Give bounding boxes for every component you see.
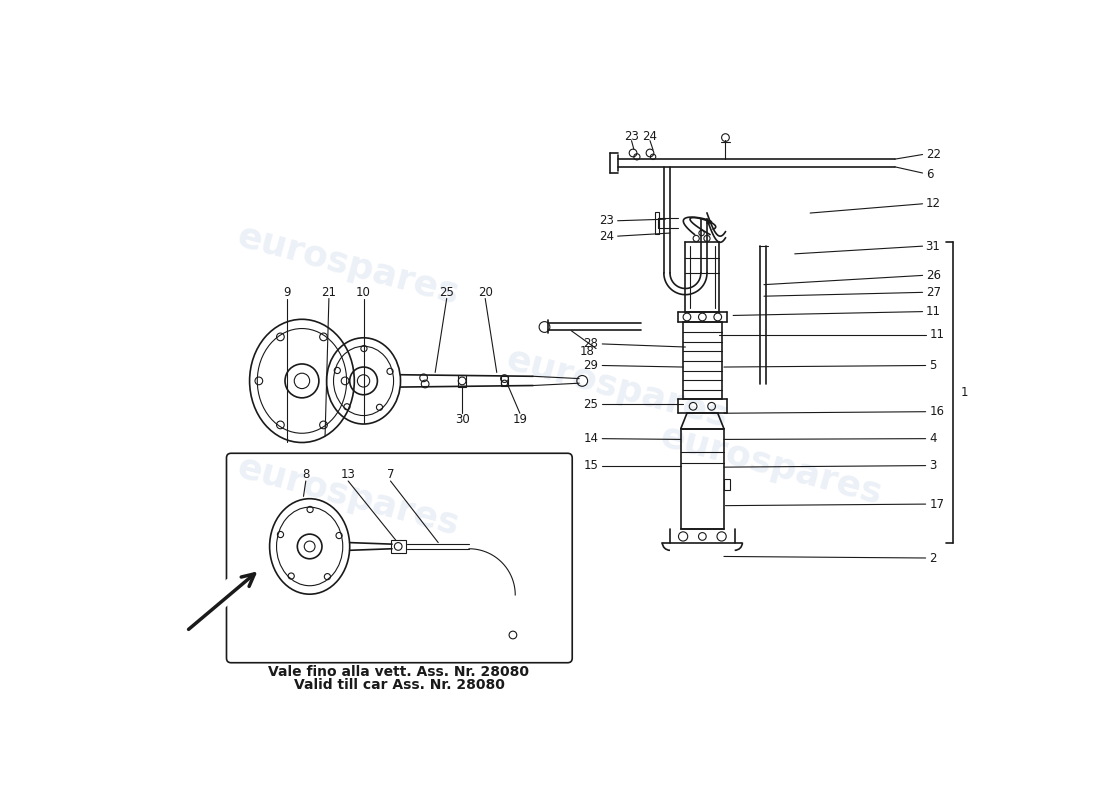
Text: 1: 1	[960, 386, 968, 399]
Text: 19: 19	[513, 413, 527, 426]
Bar	[724, 479, 730, 490]
Text: 11: 11	[926, 305, 940, 318]
Text: 29: 29	[583, 359, 598, 372]
Text: 25: 25	[583, 398, 598, 410]
Text: 26: 26	[926, 269, 940, 282]
Text: Valid till car Ass. Nr. 28080: Valid till car Ass. Nr. 28080	[294, 678, 505, 692]
Text: 27: 27	[926, 286, 940, 299]
Text: 24: 24	[642, 130, 658, 142]
Text: eurospares: eurospares	[233, 219, 463, 311]
Text: 6: 6	[926, 168, 933, 181]
Text: 22: 22	[926, 148, 940, 161]
Text: 24: 24	[598, 230, 614, 242]
Bar	[390, 540, 406, 553]
Text: 5: 5	[930, 359, 937, 372]
Text: 7: 7	[387, 468, 394, 482]
Text: 16: 16	[930, 405, 945, 418]
Text: 13: 13	[341, 468, 355, 482]
Text: 23: 23	[624, 130, 639, 142]
Text: 14: 14	[583, 432, 598, 445]
Text: 2: 2	[930, 551, 937, 565]
Text: 18: 18	[580, 345, 594, 358]
Text: 21: 21	[321, 286, 337, 299]
Text: 30: 30	[454, 413, 470, 426]
Bar	[502, 375, 507, 386]
Text: 25: 25	[439, 286, 454, 299]
Bar	[654, 212, 659, 234]
Bar	[459, 374, 466, 387]
Text: eurospares: eurospares	[657, 420, 887, 511]
Text: eurospares: eurospares	[503, 342, 733, 434]
Text: 15: 15	[583, 459, 598, 472]
Text: Vale fino alla vett. Ass. Nr. 28080: Vale fino alla vett. Ass. Nr. 28080	[268, 665, 529, 679]
Text: 31: 31	[926, 240, 940, 253]
Text: 23: 23	[598, 214, 614, 227]
Text: 8: 8	[302, 468, 309, 482]
Text: 28: 28	[583, 338, 598, 350]
Text: 3: 3	[930, 459, 937, 472]
Text: 12: 12	[926, 198, 940, 210]
Text: 9: 9	[283, 286, 290, 299]
Text: eurospares: eurospares	[233, 450, 463, 542]
Text: 11: 11	[930, 328, 945, 341]
Text: 4: 4	[930, 432, 937, 445]
Text: 10: 10	[356, 286, 371, 299]
Text: 20: 20	[477, 286, 493, 299]
Text: 17: 17	[930, 498, 945, 510]
